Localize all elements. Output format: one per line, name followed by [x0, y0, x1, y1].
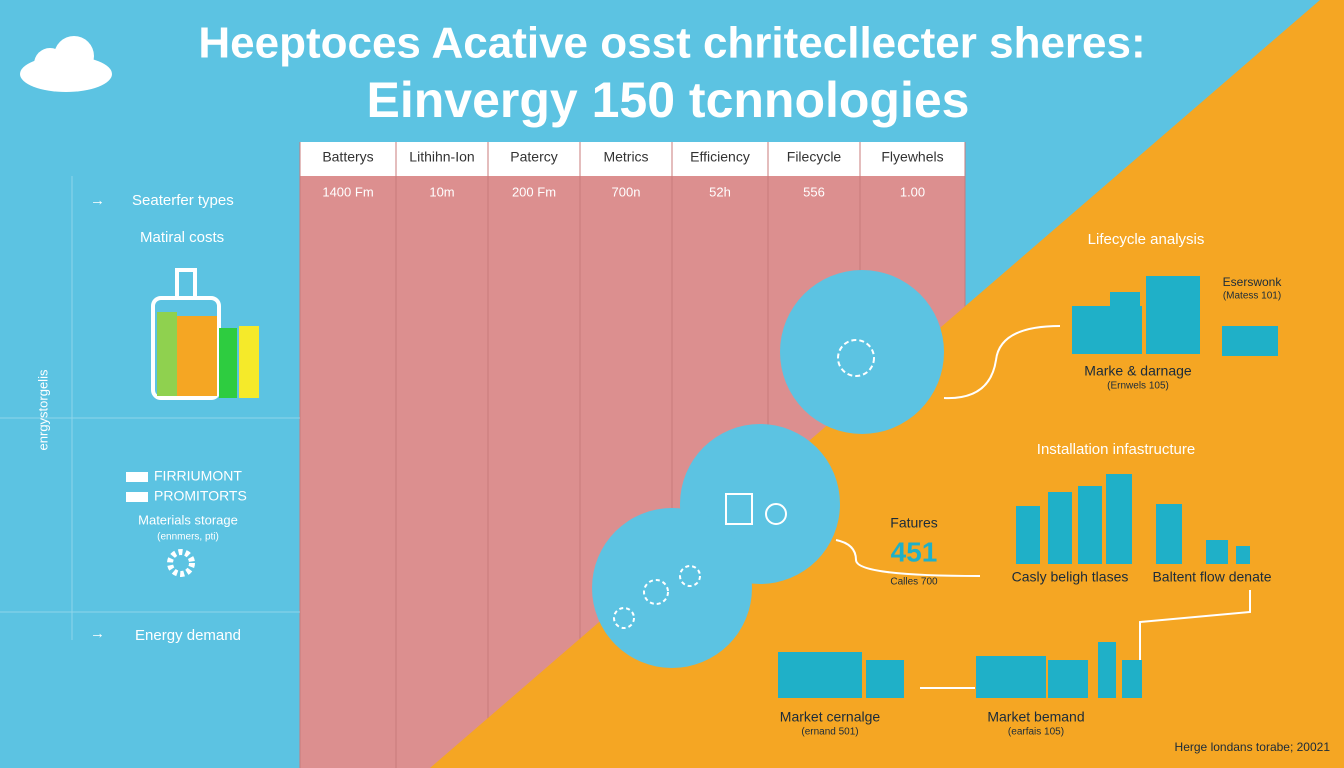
legend-swatch [126, 492, 148, 502]
title: Einvergy 150 tcnnologies [367, 72, 970, 128]
label: Materials storage [138, 512, 238, 527]
label: Baltent flow denate [1152, 569, 1271, 585]
column-header: Lithihn-Ion [409, 149, 474, 165]
table-cell: 1.00 [900, 184, 925, 199]
truck-icons [778, 642, 1142, 698]
table-cell: 700n [612, 184, 641, 199]
title: Heeptoces Acative osst chritecllecter sh… [198, 19, 1145, 68]
column-header: Efficiency [690, 149, 750, 165]
note: Calles 700 [890, 577, 938, 588]
legend-swatch [126, 472, 148, 482]
column-header: Flyewhels [881, 149, 943, 165]
label: Installation infastructure [1037, 441, 1195, 458]
label: Casly beligh tlases [1012, 569, 1129, 585]
arrow: → [90, 625, 105, 642]
label: Matiral costs [140, 229, 224, 246]
column-header: Batterys [322, 149, 373, 165]
column-header: Filecycle [787, 149, 842, 165]
bottle-icon [151, 268, 259, 400]
table-cell: 10m [429, 184, 454, 199]
label: Lifecycle analysis [1088, 231, 1205, 248]
note: (earfais 105) [1008, 727, 1064, 738]
label: Fatures [890, 515, 937, 531]
column-header: Patercy [510, 149, 557, 165]
legend-label: PROMITORTS [154, 488, 247, 504]
gear-icon [167, 549, 195, 577]
vertical-label: enrgystorgelis [35, 369, 50, 450]
arrow: → [90, 192, 105, 209]
table-header [300, 142, 965, 176]
legend-label: FIRRIUMONT [154, 468, 242, 484]
note: (Matess 101) [1223, 291, 1281, 302]
label: Eserswonk [1223, 275, 1283, 289]
label: Energy demand [135, 627, 241, 644]
cloud-icon [20, 36, 112, 92]
note: (Ernwels 105) [1107, 381, 1169, 392]
column-header: Metrics [603, 149, 648, 165]
factory-icon [1072, 276, 1278, 356]
table-cell: 200 Fm [512, 184, 556, 199]
label: Market bemand [987, 709, 1084, 725]
cylinder-icons [1016, 474, 1250, 564]
note: (ennmers, pti) [157, 532, 219, 543]
table-cell: 556 [803, 184, 825, 199]
footer: Herge londans torabe; 20021 [1175, 740, 1331, 754]
process-circles [592, 270, 944, 668]
table-cell: 52h [709, 184, 731, 199]
label: Market cernalge [780, 709, 881, 725]
label: Seaterfer types [132, 192, 234, 209]
note: (ernand 501) [801, 727, 858, 738]
circle-icons [613, 339, 875, 629]
label: Marke & darnage [1084, 363, 1192, 379]
value: 451 [891, 536, 938, 567]
table-cell: 1400 Fm [322, 184, 373, 199]
connector [835, 325, 1251, 689]
